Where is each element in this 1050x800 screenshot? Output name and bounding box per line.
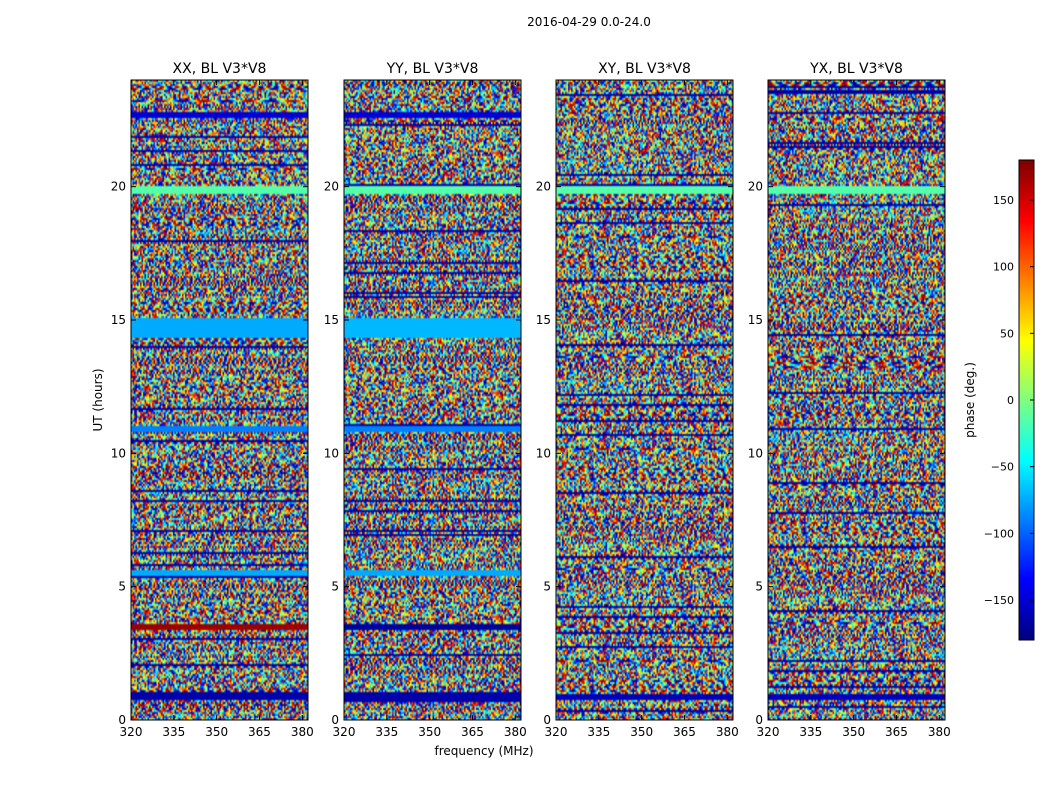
x-tick-label: 380 (928, 725, 951, 739)
y-tick-label: 10 (748, 446, 763, 460)
colorbar-tick-label: −100 (984, 527, 1014, 540)
y-tick-label: 15 (324, 313, 339, 327)
x-tick-label: 335 (375, 725, 398, 739)
panel-title: YY, BL V3*V8 (386, 61, 479, 77)
heatmap-image (768, 80, 945, 720)
x-tick-label: 350 (418, 725, 441, 739)
heatmap-image (344, 80, 521, 720)
x-tick-label: 350 (205, 725, 228, 739)
y-tick-label: 10 (324, 446, 339, 460)
x-tick-label: 350 (630, 725, 653, 739)
x-tick-label: 320 (120, 725, 143, 739)
y-tick-label: 15 (536, 313, 551, 327)
x-tick-label: 380 (716, 725, 739, 739)
panel-title: XX, BL V3*V8 (173, 61, 267, 77)
y-tick-label: 20 (111, 180, 126, 194)
panel-title: XY, BL V3*V8 (598, 61, 691, 77)
colorbar-tick-label: 0 (1007, 394, 1014, 407)
x-tick-label: 380 (291, 725, 314, 739)
y-tick-label: 5 (755, 580, 763, 594)
x-tick-label: 320 (757, 725, 780, 739)
y-tick-label: 20 (324, 180, 339, 194)
panel-frame (767, 79, 946, 721)
colorbar-tick-label: 100 (993, 261, 1014, 274)
x-tick-label: 350 (842, 725, 865, 739)
heatmap-image (131, 80, 308, 720)
x-tick-label: 335 (587, 725, 610, 739)
x-tick-label: 365 (673, 725, 696, 739)
panel-title: YX, BL V3*V8 (809, 61, 903, 77)
y-tick-label: 0 (331, 713, 339, 727)
y-axis-label: UT (hours) (91, 368, 105, 431)
y-tick-label: 5 (331, 580, 339, 594)
y-tick-label: 20 (536, 180, 551, 194)
panel-4: YX, BL V3*V8 320 335 350 365 380 0 5 10 15 20 (748, 61, 951, 739)
colorbar: 150 100 50 0 −50 −100 −150 (984, 159, 1035, 641)
y-tick-label: 5 (543, 580, 551, 594)
panel-3: XY, BL V3*V8 320 335 350 365 380 0 5 10 15 20 (536, 61, 739, 739)
colorbar-tick-label: −150 (984, 594, 1014, 607)
x-tick-label: 335 (799, 725, 822, 739)
y-tick-label: 15 (748, 313, 763, 327)
y-tick-label: 0 (543, 713, 551, 727)
x-tick-label: 320 (545, 725, 568, 739)
x-axis-label: frequency (MHz) (434, 744, 533, 758)
panel-2: YY, BL V3*V8 320 335 350 365 380 0 5 10 15 20 (324, 61, 527, 739)
panel-frame (343, 79, 522, 721)
figure-title: 2016-04-29 0.0-24.0 (527, 15, 651, 29)
y-tick-label: 15 (111, 313, 126, 327)
panel-frame (555, 79, 734, 721)
y-tick-label: 5 (118, 580, 126, 594)
y-tick-label: 20 (748, 180, 763, 194)
y-tick-label: 0 (118, 713, 126, 727)
x-tick-label: 320 (333, 725, 356, 739)
x-tick-label: 365 (248, 725, 271, 739)
x-tick-label: 365 (461, 725, 484, 739)
heatmap-image (556, 80, 733, 720)
x-tick-label: 380 (504, 725, 527, 739)
colorbar-tick-label: 150 (993, 194, 1014, 207)
colorbar-label: phase (deg.) (963, 362, 977, 438)
colorbar-gradient (1019, 160, 1034, 640)
y-tick-label: 10 (536, 446, 551, 460)
colorbar-tick-label: −50 (991, 461, 1014, 474)
x-tick-label: 335 (162, 725, 185, 739)
y-tick-label: 0 (755, 713, 763, 727)
y-tick-label: 10 (111, 446, 126, 460)
panel-frame (130, 79, 309, 721)
panel-1: XX, BL V3*V8 320 335 350 365 380 0 5 10 15 20 (111, 61, 314, 739)
colorbar-tick-label: 50 (1000, 327, 1014, 340)
x-tick-label: 365 (885, 725, 908, 739)
